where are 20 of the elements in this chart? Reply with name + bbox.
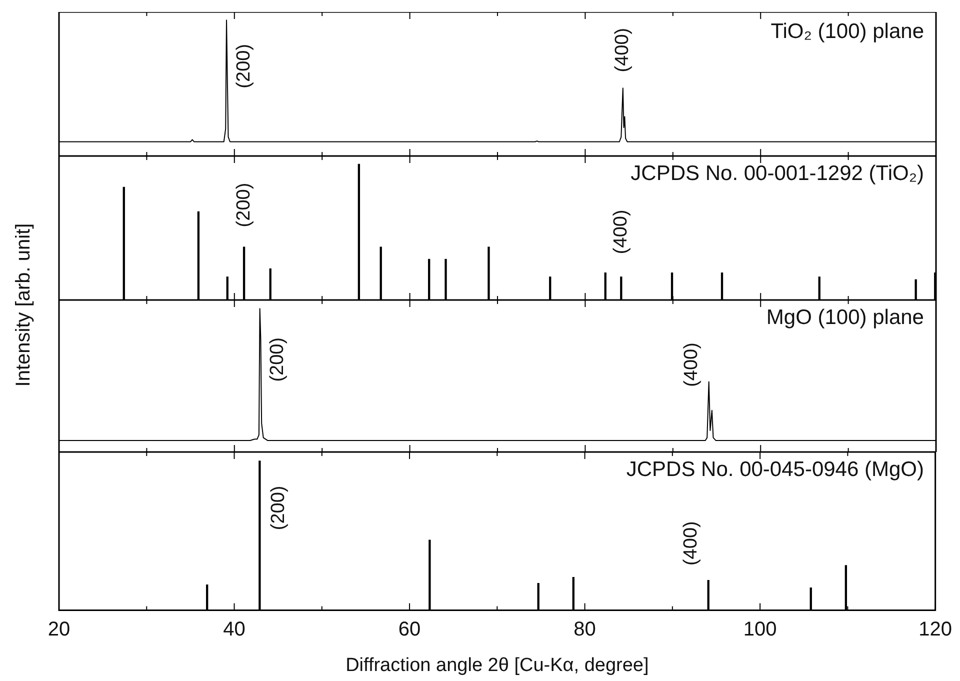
annotation: (200) [234, 44, 255, 88]
chart-title: TiO₂ (100) plane [770, 20, 924, 44]
chart-title: JCPDS No. 00-045-0946 (MgO) [626, 458, 924, 482]
annotation: (400) [680, 521, 702, 566]
x-tick-label: 40 [223, 618, 246, 641]
x-tick-label: 100 [743, 618, 777, 641]
annotation: (400) [681, 342, 702, 387]
x-tick-label: 20 [48, 618, 70, 641]
chart-title: MgO (100) plane [766, 306, 924, 330]
annotation: (200) [233, 182, 254, 228]
annotation: (400) [612, 28, 634, 72]
x-tick-label: 80 [574, 618, 596, 641]
x-tick-label: 60 [398, 618, 421, 641]
x-axis-title: Diffraction angle 2θ [Cu-Kα, degree] [346, 654, 649, 676]
annotation: (200) [267, 337, 288, 382]
annotation: (200) [268, 486, 289, 530]
chart-title: JCPDS No. 00-001-1292 (TiO₂) [630, 162, 924, 186]
y-axis-title: Intensity [arb. unit] [12, 223, 36, 387]
x-tick-label: 120 [918, 618, 952, 641]
annotation: (400) [610, 210, 632, 254]
